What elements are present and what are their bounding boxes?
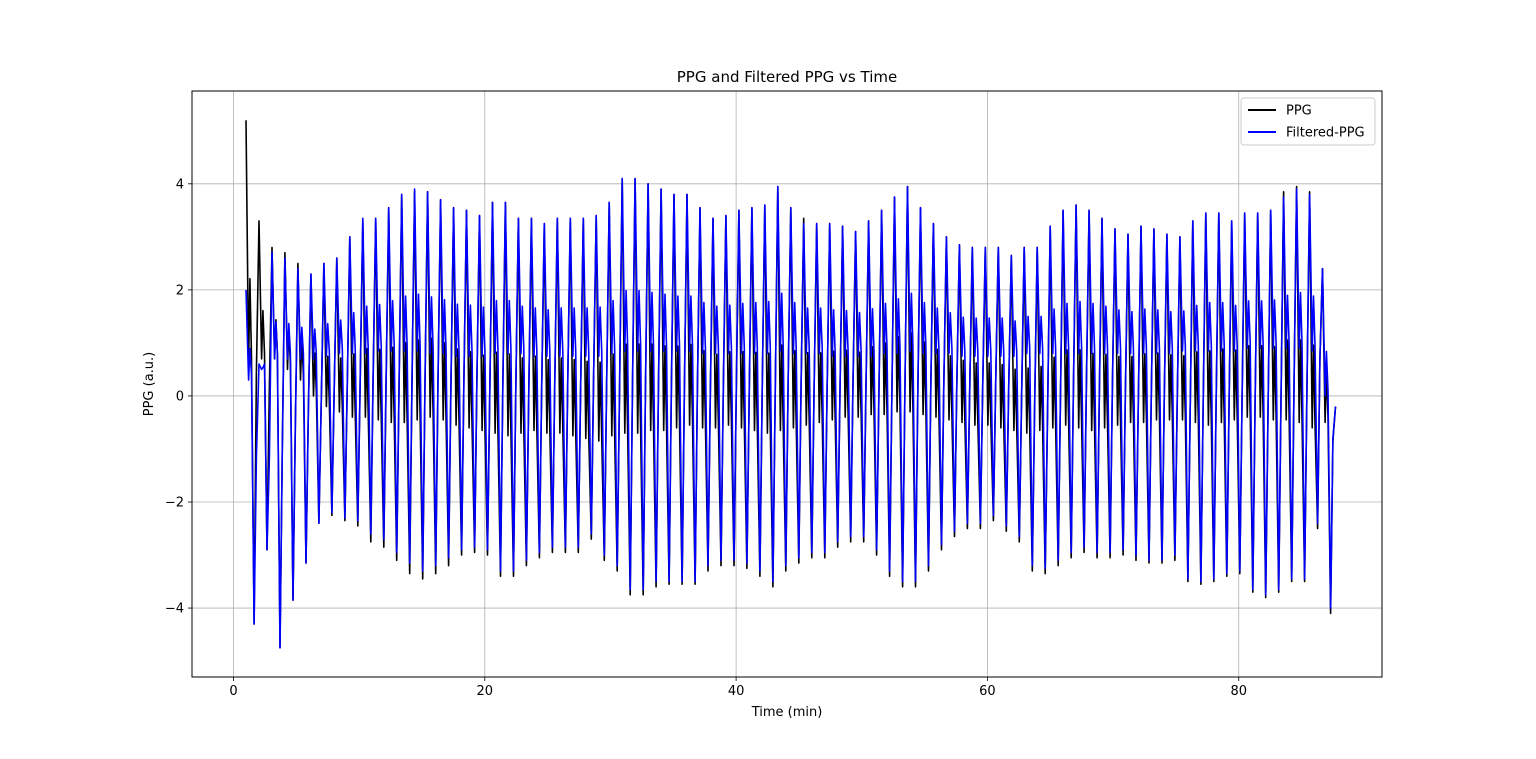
- y-tick-label: −4: [165, 602, 184, 617]
- y-tick-label: 4: [176, 177, 184, 192]
- legend-label-ppg: PPG: [1286, 104, 1312, 119]
- x-tick-label: 20: [477, 684, 494, 699]
- x-axis-label: Time (min): [751, 705, 823, 720]
- series-line-filtered-ppg: [245, 177, 1337, 649]
- axes-frame: [191, 90, 1383, 678]
- legend: PPG Filtered-PPG: [1240, 97, 1376, 146]
- y-tick-label: 0: [176, 389, 184, 404]
- chart-title: PPG and Filtered PPG vs Time: [677, 68, 897, 86]
- x-tick-label: 40: [728, 684, 745, 699]
- y-tick-label: −2: [165, 495, 184, 510]
- x-tick-label: 0: [229, 684, 237, 699]
- y-tick-label: 2: [176, 283, 184, 298]
- y-axis-label: PPG (a.u.): [142, 352, 157, 417]
- x-tick-label: 80: [1230, 684, 1247, 699]
- x-tick-label: 60: [979, 684, 996, 699]
- series-group: [245, 120, 1337, 649]
- ticks: 0 20 40 60 80 −4 −2 0 2 4: [165, 177, 1247, 699]
- legend-label-filtered-ppg: Filtered-PPG: [1286, 126, 1365, 141]
